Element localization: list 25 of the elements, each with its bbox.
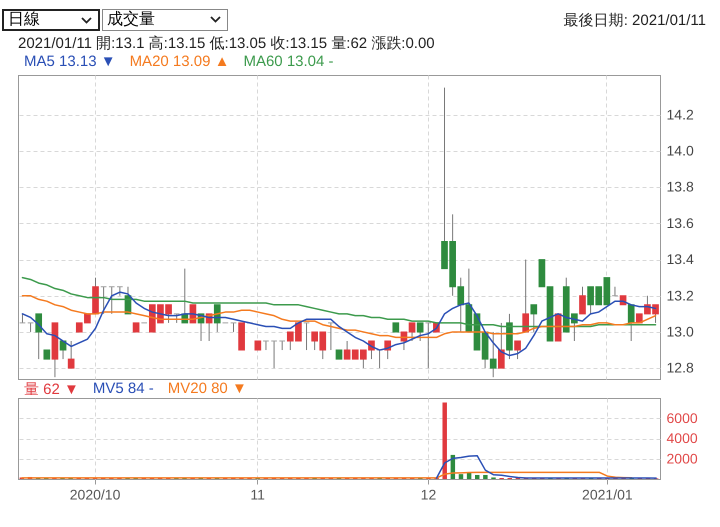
y-tick-label: 14.0: [666, 142, 694, 158]
y-tick-label: 12.8: [666, 360, 694, 376]
text: MA20 13.09 ▲: [130, 53, 230, 70]
text: 最後日期: 2021/01/11: [564, 11, 706, 30]
x-tick-label: 2021/01: [582, 486, 633, 502]
y-tick-label: 14.2: [666, 106, 694, 122]
y-tick-label: 13.4: [666, 251, 694, 268]
y-tick-label: 4000: [666, 430, 698, 446]
text: 量 62 ▼: [24, 380, 79, 399]
y-tick-label: 13.0: [666, 323, 694, 340]
y-tick-label: 2000: [666, 450, 698, 466]
text: MA5 13.13 ▼: [24, 53, 116, 70]
x-tick-label: 12: [420, 486, 436, 502]
text: 成交量: [107, 11, 155, 28]
x-tick-label: 11: [250, 486, 266, 502]
y-tick-label: 13.2: [666, 287, 694, 304]
y-tick-label: 13.6: [666, 214, 694, 231]
text: MV20 80 ▼: [168, 380, 247, 399]
y-tick-label: 6000: [666, 410, 698, 426]
text: MA60 13.04 -: [243, 53, 334, 70]
y-tick-label: 13.8: [666, 178, 694, 195]
text: 2021/01/11 開:13.1 高:13.15 低:13.05 收:13.15 量:62 漲跌:0.00: [18, 34, 435, 53]
text: 日線: [8, 11, 40, 28]
text: MV5 84 -: [92, 380, 154, 399]
x-tick-label: 2020/10: [70, 486, 121, 502]
